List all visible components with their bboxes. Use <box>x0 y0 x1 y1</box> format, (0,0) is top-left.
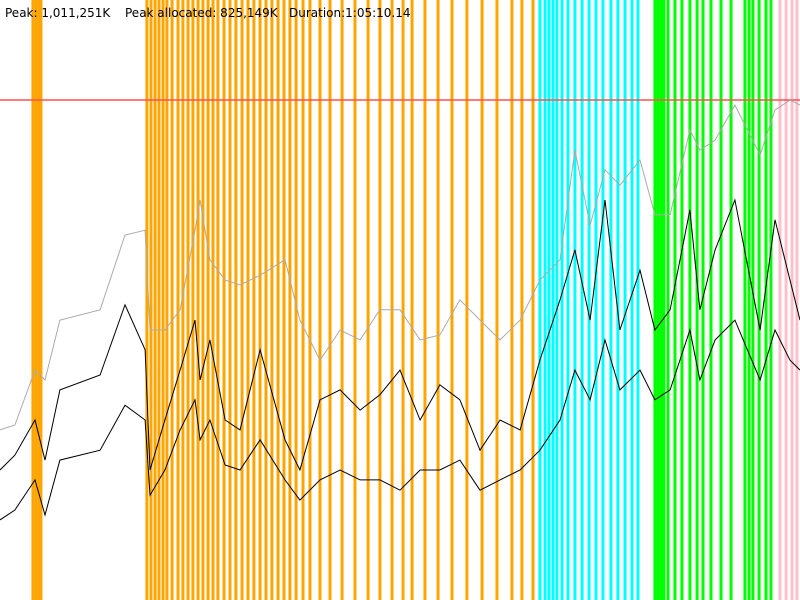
peak-text: Peak: 1,011,251K <box>5 6 111 20</box>
duration-text: Duration:1:05:10.14 <box>289 6 411 20</box>
lines <box>0 99 800 521</box>
header: Peak: 1,011,251K Peak allocated: 825,149… <box>5 6 411 20</box>
memory-line <box>0 99 800 431</box>
memory-line <box>0 198 800 472</box>
peak-allocated-text: Peak allocated: 825,149K <box>125 6 279 20</box>
memory-line <box>0 319 800 521</box>
